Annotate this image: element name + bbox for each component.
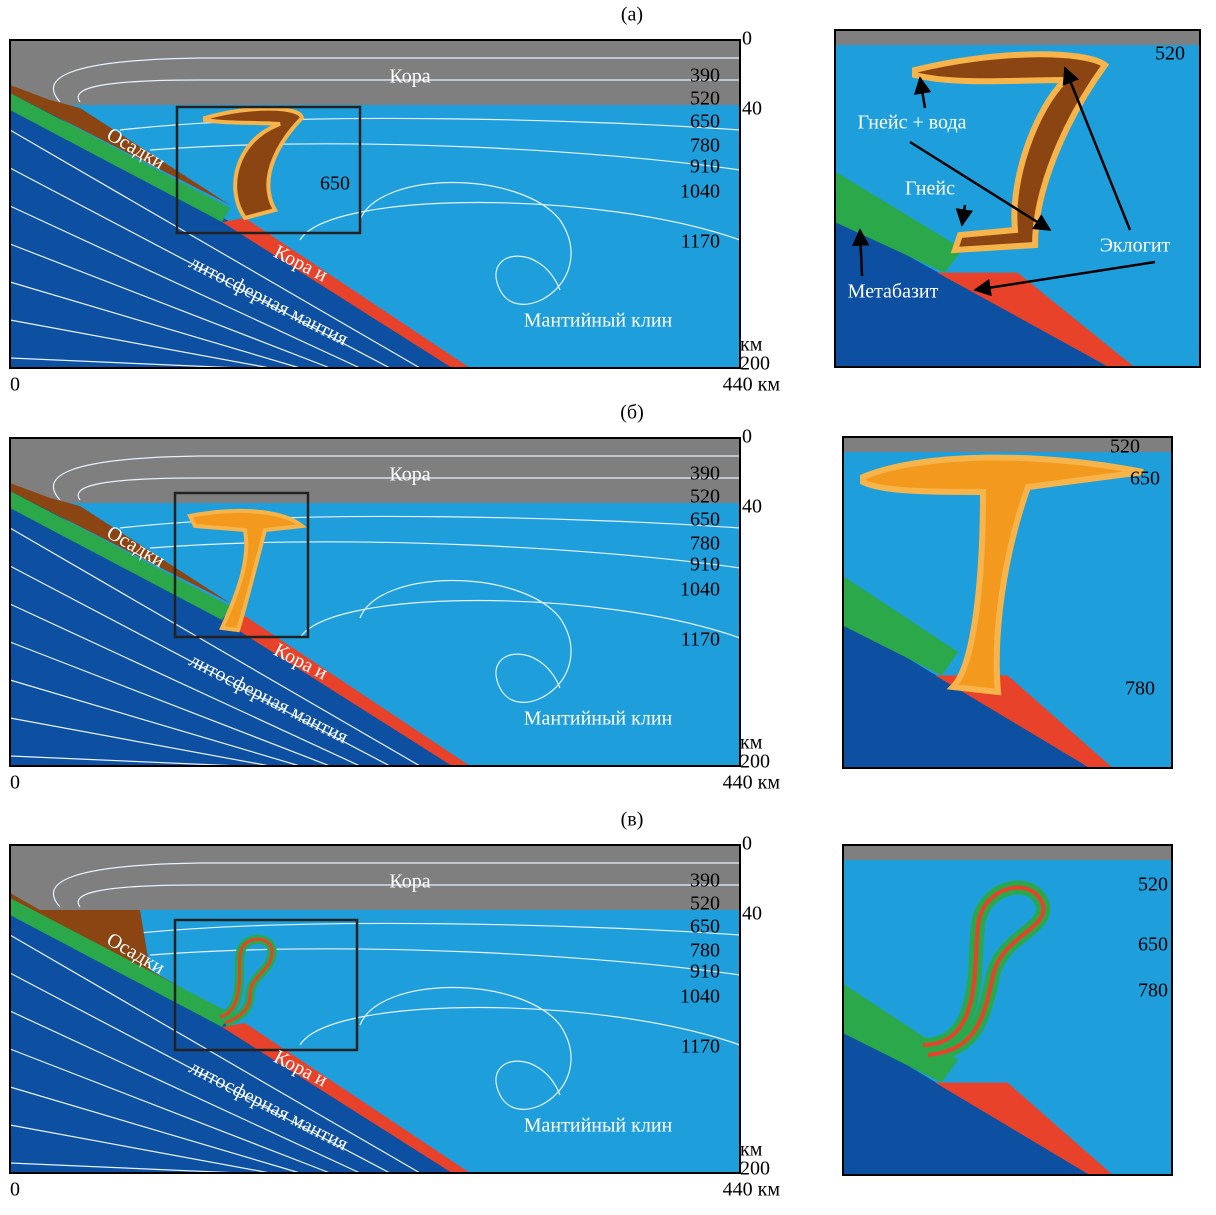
inset-label: 650 <box>1138 934 1168 956</box>
isotherm-label: 650 <box>690 509 720 531</box>
inset-label: Гнейс + вода <box>857 112 966 134</box>
isotherm-label: 910 <box>690 961 720 983</box>
inset-label: Метабазит <box>848 281 939 303</box>
isotherm-label: 1170 <box>681 629 720 651</box>
isotherm-label: 1040 <box>680 181 720 203</box>
isotherm-label: 910 <box>690 554 720 576</box>
panel-label: (б) <box>620 402 644 424</box>
x-label: 0 <box>10 772 20 794</box>
depth-label: 0 <box>742 28 752 50</box>
crust-label: Кора <box>389 66 430 88</box>
x-label: 0 <box>10 1179 20 1201</box>
panel-label: (в) <box>621 809 644 831</box>
continental-crust <box>10 845 740 910</box>
x-label: 440 км <box>723 772 781 794</box>
isotherm-label: 1040 <box>680 579 720 601</box>
isotherm-label: 650 <box>690 111 720 133</box>
panel-label: (а) <box>621 4 643 26</box>
isotherm-label: 650 <box>320 173 350 195</box>
depth-label: 0 <box>742 833 752 855</box>
isotherm-label: 780 <box>690 940 720 962</box>
continental-crust <box>10 438 740 503</box>
x-label: 440 км <box>723 1179 781 1201</box>
crust-label: Кора <box>389 464 430 486</box>
figure: (а)040200км0440 км3905206507809101040117… <box>0 0 1216 1215</box>
isotherm-label: 520 <box>690 893 720 915</box>
inset-label: 520 <box>1110 436 1140 458</box>
continental-crust <box>10 40 740 105</box>
inset-label: Гнейс <box>905 178 955 200</box>
depth-label: 200 <box>740 1158 770 1180</box>
isotherm-label: 1170 <box>681 1036 720 1058</box>
isotherm-label: 1170 <box>681 231 720 253</box>
wedge-label: Мантийный клин <box>524 1115 673 1137</box>
x-label: 440 км <box>723 374 781 396</box>
inset-label: 780 <box>1125 678 1155 700</box>
wedge-label: Мантийный клин <box>524 708 673 730</box>
crust-label: Кора <box>389 871 430 893</box>
depth-unit: км <box>740 334 763 356</box>
inset-label: 520 <box>1138 874 1168 896</box>
inset-label: Эклогит <box>1100 235 1171 257</box>
depth-label: 40 <box>742 98 762 120</box>
isotherm-label: 780 <box>690 135 720 157</box>
depth-label: 200 <box>740 353 770 375</box>
depth-unit: км <box>740 732 763 754</box>
isotherm-label: 390 <box>690 870 720 892</box>
isotherm-label: 390 <box>690 463 720 485</box>
depth-label: 40 <box>742 496 762 518</box>
isotherm-label: 1040 <box>680 986 720 1008</box>
inset-label: 520 <box>1155 43 1185 65</box>
depth-label: 0 <box>742 426 752 448</box>
inset-label: 650 <box>1130 468 1160 490</box>
inset-crust <box>835 30 1200 45</box>
depth-label: 200 <box>740 751 770 773</box>
isotherm-label: 520 <box>690 486 720 508</box>
isotherm-label: 650 <box>690 916 720 938</box>
inset-label: 780 <box>1138 980 1168 1002</box>
isotherm-label: 910 <box>690 156 720 178</box>
isotherm-label: 520 <box>690 88 720 110</box>
isotherm-label: 390 <box>690 65 720 87</box>
wedge-label: Мантийный клин <box>524 310 673 332</box>
x-label: 0 <box>10 374 20 396</box>
depth-label: 40 <box>742 903 762 925</box>
page: (а)040200км0440 км3905206507809101040117… <box>0 0 1216 1215</box>
isotherm-label: 780 <box>690 533 720 555</box>
inset-crust <box>843 845 1172 860</box>
depth-unit: км <box>740 1139 763 1161</box>
